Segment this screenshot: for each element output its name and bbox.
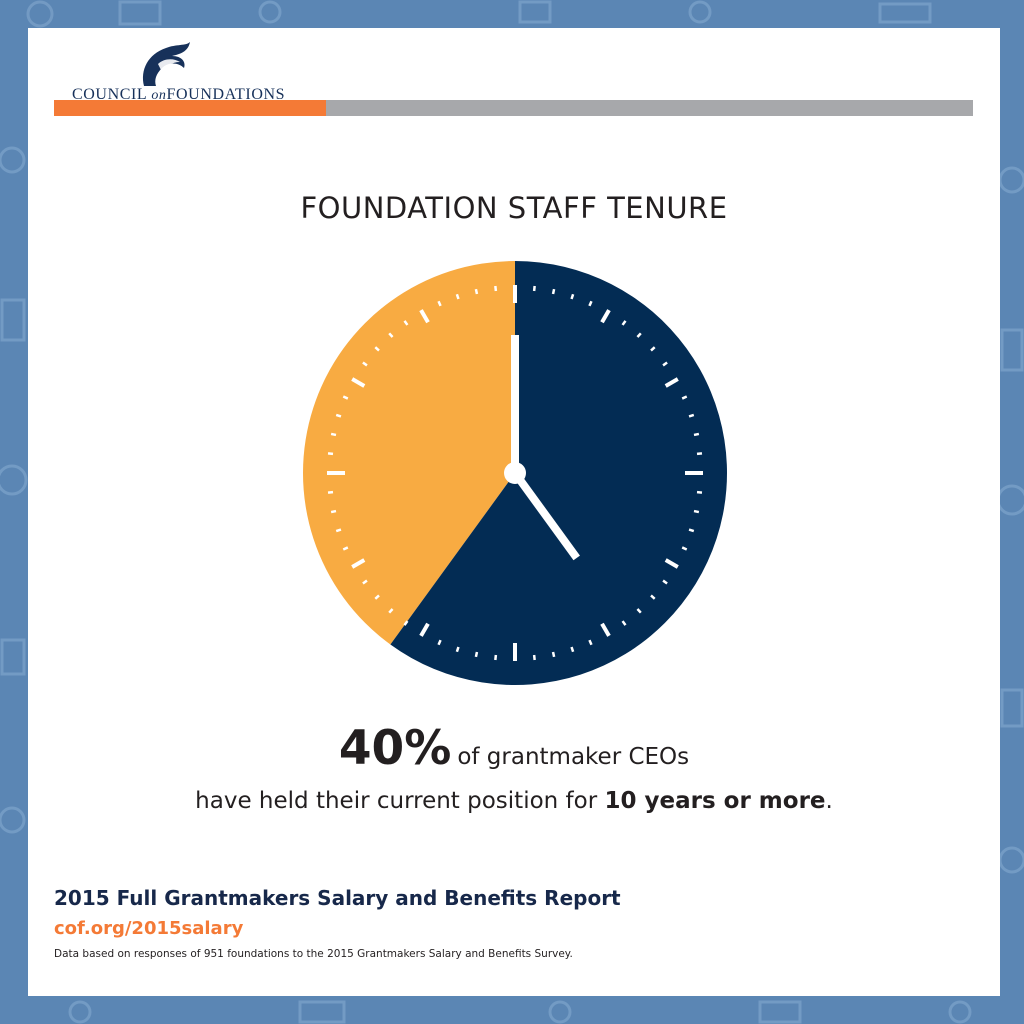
clock-minor-tick <box>455 293 460 300</box>
clock-minor-tick <box>532 654 536 661</box>
data-source-footnote: Data based on responses of 951 foundatio… <box>54 948 573 960</box>
clock-major-tick <box>600 622 611 637</box>
logo-wordmark: COUNCIL onFOUNDATIONS <box>72 86 285 104</box>
clock-minor-tick <box>330 432 337 437</box>
clock-minor-tick <box>696 490 703 494</box>
clock-minor-tick <box>688 528 695 533</box>
clock-minor-tick <box>650 594 656 600</box>
report-link[interactable]: cof.org/2015salary <box>54 918 244 939</box>
clock-minor-tick <box>693 432 700 437</box>
clock-major-tick <box>419 309 430 324</box>
clock-minor-tick <box>437 300 442 307</box>
flame-swoosh-icon <box>142 42 190 86</box>
clock-minor-tick <box>696 452 703 456</box>
clock-minor-tick <box>474 288 479 295</box>
stat-text: have held their current position for <box>195 788 598 814</box>
clock-minor-tick <box>636 332 642 338</box>
clock-minor-tick <box>388 608 394 614</box>
infographic-card: COUNCIL onFOUNDATIONS FOUNDATION STAFF T… <box>28 28 1000 996</box>
header-rule-accent <box>54 100 326 116</box>
header-rule <box>326 100 973 116</box>
clock-minor-tick <box>342 395 349 400</box>
clock-minor-tick <box>374 594 380 600</box>
clock-pie-chart <box>303 261 727 685</box>
clock-minor-tick <box>327 490 334 494</box>
clock-minor-tick <box>335 413 342 418</box>
clock-minor-tick <box>362 361 368 367</box>
clock-minor-tick <box>688 413 695 418</box>
clock-minor-tick <box>474 651 479 658</box>
clock-hour-hand <box>511 470 580 561</box>
clock-minor-tick <box>570 293 575 300</box>
logo-word: on <box>151 88 167 103</box>
clock-minor-tick <box>388 332 394 338</box>
infographic-title: FOUNDATION STAFF TENURE <box>300 191 728 226</box>
logo-word: COUNCIL <box>72 86 147 103</box>
clock-major-tick <box>664 558 679 569</box>
logo-word: FOUNDATIONS <box>166 86 286 103</box>
clock-minor-tick <box>650 346 656 352</box>
clock-minor-tick <box>374 346 380 352</box>
clock-major-tick <box>600 309 611 324</box>
clock-major-tick <box>664 377 679 388</box>
clock-minor-tick <box>636 608 642 614</box>
clock-minor-tick <box>342 546 349 551</box>
clock-major-tick <box>419 622 430 637</box>
clock-minor-tick <box>681 546 688 551</box>
clock-minor-tick <box>551 651 556 658</box>
clock-minor-tick <box>494 285 498 292</box>
clock-minor-tick <box>403 620 409 626</box>
clock-minor-tick <box>662 361 668 367</box>
clock-minor-tick <box>532 285 536 292</box>
council-on-foundations-logo[interactable]: COUNCIL onFOUNDATIONS <box>72 40 372 110</box>
clock-minor-tick <box>662 579 668 585</box>
clock-minor-tick <box>588 300 593 307</box>
stat-block: 40% of grantmaker CEOs have held their cu… <box>28 722 1000 818</box>
clock-minor-tick <box>330 509 337 514</box>
clock-minor-tick <box>494 654 498 661</box>
clock-minor-tick <box>551 288 556 295</box>
stat-value: 40% <box>338 721 452 776</box>
clock-minor-tick <box>621 620 627 626</box>
clock-minor-tick <box>403 320 409 326</box>
pie-slice <box>303 261 515 645</box>
clock-center-pin <box>504 462 526 484</box>
clock-minor-tick <box>570 646 575 653</box>
clock-minor-tick <box>327 452 334 456</box>
clock-minor-tick <box>588 639 593 646</box>
report-title: 2015 Full Grantmakers Salary and Benefit… <box>54 886 621 910</box>
clock-minor-tick <box>455 646 460 653</box>
clock-major-tick <box>351 377 366 388</box>
clock-minor-tick <box>693 509 700 514</box>
clock-minor-tick <box>335 528 342 533</box>
clock-minor-tick <box>362 579 368 585</box>
clock-minor-tick <box>437 639 442 646</box>
pie-slice <box>390 261 727 685</box>
clock-minor-tick <box>681 395 688 400</box>
stat-text: of grantmaker CEOs <box>457 744 690 770</box>
clock-minor-tick <box>621 320 627 326</box>
stat-emphasis: 10 years or more <box>604 788 826 814</box>
stat-period: . <box>825 788 833 814</box>
clock-major-tick <box>351 558 366 569</box>
